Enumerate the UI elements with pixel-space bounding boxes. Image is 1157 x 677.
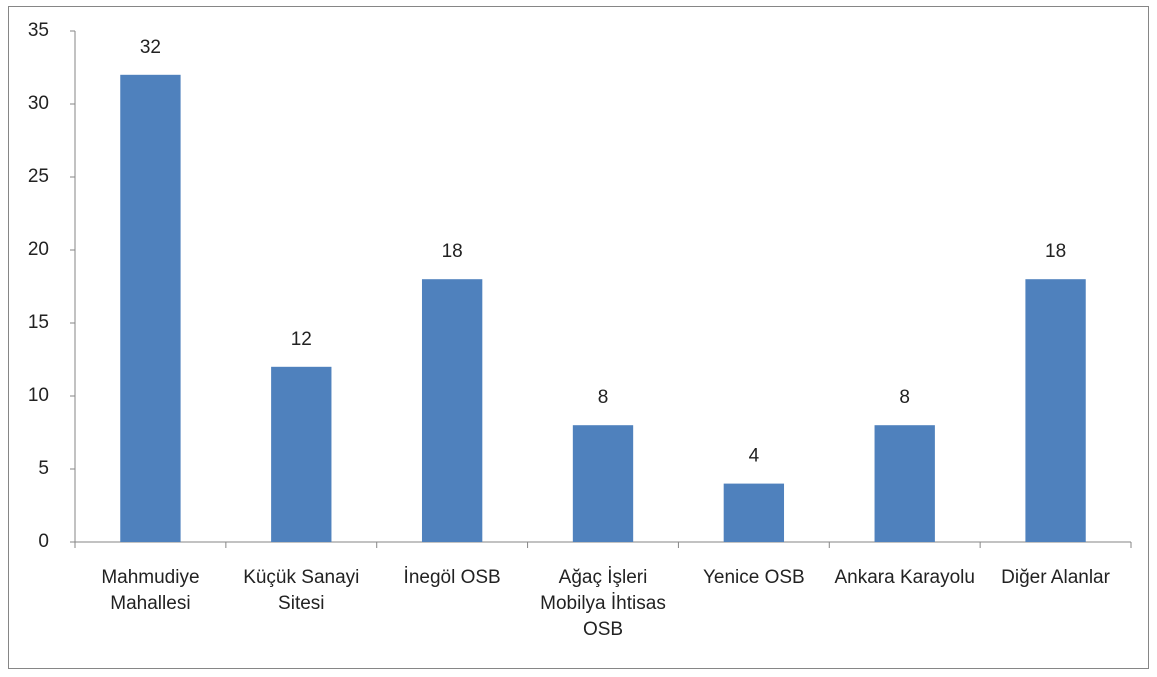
bar: [421, 279, 483, 542]
data-label: 4: [749, 446, 760, 467]
y-tick-label: 20: [28, 239, 49, 260]
x-tick-label: Diğer Alanlar: [1001, 567, 1110, 588]
bar: [874, 425, 935, 542]
x-tick-label: Ankara Karayolu: [834, 567, 974, 588]
y-tick-label: 35: [28, 20, 49, 41]
x-tick-label: Yenice OSB: [703, 567, 805, 588]
y-tick-label: 30: [28, 93, 49, 114]
data-label: 12: [291, 329, 312, 350]
bar: [271, 366, 332, 542]
x-tick-label: Küçük Sanayi Sitesi: [243, 567, 359, 614]
data-label: 8: [899, 387, 910, 408]
bar: [572, 425, 634, 542]
y-tick-label: 15: [28, 312, 49, 333]
x-tick-label: Ağaç İşleri Mobilya İhtisas OSB: [540, 567, 666, 640]
x-tick-label: Mahmudiye Mahallesi: [101, 567, 199, 614]
x-tick-label: İnegöl OSB: [404, 567, 501, 588]
y-tick-label: 10: [28, 385, 49, 406]
bar: [1025, 279, 1086, 542]
y-tick-label: 25: [28, 166, 49, 187]
bar: [120, 74, 181, 543]
data-label: 18: [1045, 241, 1066, 262]
data-label: 8: [598, 387, 609, 408]
bar: [723, 483, 785, 542]
chart-frame: [8, 6, 1149, 669]
data-label: 18: [442, 241, 463, 262]
data-label: 32: [140, 37, 161, 58]
y-tick-label: 5: [38, 458, 49, 479]
y-tick-label: 0: [38, 531, 49, 552]
